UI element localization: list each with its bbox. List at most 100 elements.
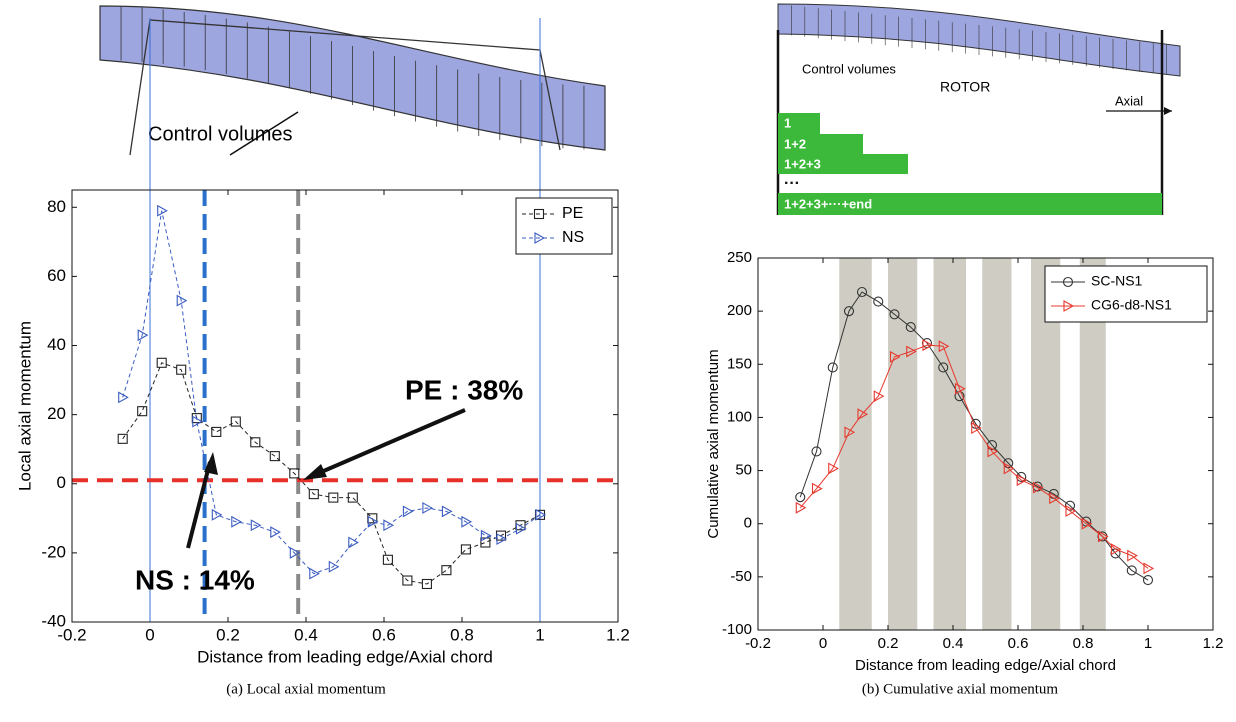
marker [250, 519, 262, 532]
control-volume-lines [777, 4, 1181, 76]
marker [117, 433, 128, 444]
marker [1143, 562, 1155, 575]
series-line [122, 210, 541, 575]
x-tick-label: 1 [1144, 635, 1152, 652]
y-tick-label: 80 [47, 197, 66, 216]
x-tick-label: 0.4 [943, 635, 964, 652]
sum-label: 1+2+3 [784, 156, 821, 171]
x-tick-label: 0.6 [1008, 635, 1029, 652]
marker [922, 339, 934, 352]
caption: (b) Cumulative axial momentum [862, 681, 1059, 697]
y-tick-label: 0 [57, 473, 66, 492]
diagram-label: Control volumes [148, 123, 293, 145]
sum-bar [778, 134, 863, 154]
sum-bar [778, 154, 908, 174]
x-tick-label: -0.2 [57, 625, 86, 644]
pointer [229, 111, 299, 156]
marker [1016, 474, 1028, 487]
marker [811, 446, 822, 457]
x-tick-label: 0.8 [1073, 635, 1094, 652]
y-tick-label: -100 [722, 621, 752, 638]
marker [1049, 492, 1060, 505]
marker [1003, 462, 1015, 475]
right-diagram: Control volumes ROTOR Axial 1 1+2 1+2+3 … [776, 3, 1181, 215]
sum-label: 1 [784, 115, 791, 130]
marker [192, 415, 203, 428]
shaded-band [933, 258, 966, 630]
x-tick-label: 1 [535, 625, 544, 644]
marker [441, 565, 452, 576]
legend-box [515, 197, 613, 255]
x-axis-label: Distance from leading edge/Axial chord [197, 647, 493, 666]
marker [269, 451, 280, 462]
y-tick-label: 100 [727, 408, 752, 425]
series-line [122, 362, 541, 585]
x-tick-label: 1.2 [606, 625, 630, 644]
marker [250, 437, 261, 448]
x-tick-label: 0 [819, 635, 827, 652]
marker [1032, 481, 1044, 494]
marker [889, 350, 901, 363]
legend-label: NS [562, 229, 584, 246]
left-diagram: Control volumes [99, 5, 606, 156]
marker [1142, 574, 1154, 586]
diagram-label: Axial [1115, 93, 1143, 108]
marker [795, 492, 806, 503]
y-tick-label: 250 [727, 249, 752, 266]
marker [1127, 549, 1138, 562]
marker [906, 345, 917, 358]
x-tick-label: 0 [145, 625, 154, 644]
marker [905, 322, 916, 333]
annotation-arrowhead [303, 464, 327, 480]
marker [1110, 543, 1122, 556]
plot-frame [757, 257, 1214, 631]
marker [231, 515, 242, 528]
shaded-band [888, 258, 918, 630]
series-line [799, 344, 1149, 569]
annotation-arrow [311, 408, 466, 478]
marker [348, 536, 359, 549]
marker [118, 391, 129, 404]
legend-label: PE [562, 205, 583, 222]
y-axis-label: Local axial momentum [15, 321, 34, 491]
y-tick-label: 50 [735, 462, 752, 479]
x-tick-label: -0.2 [745, 635, 771, 652]
marker [873, 390, 885, 403]
marker [827, 362, 838, 373]
legend-label: SC-NS1 [1091, 273, 1143, 289]
x-axis-label: Distance from leading edge/Axial chord [855, 657, 1116, 674]
y-tick-label: 0 [744, 515, 752, 532]
marker [422, 502, 434, 514]
marker [367, 515, 379, 528]
marker [421, 578, 432, 590]
x-tick-label: 0.4 [294, 625, 318, 644]
x-tick-label: 1.2 [1203, 635, 1224, 652]
annotation-arrowhead [204, 452, 218, 475]
marker [938, 362, 949, 373]
marker [211, 426, 222, 437]
marker [309, 567, 320, 580]
diagram-label: Control volumes [802, 61, 896, 76]
marker [1062, 276, 1074, 288]
sum-bar [778, 113, 820, 134]
marker [496, 533, 508, 545]
legend-box [1044, 265, 1208, 323]
marker [938, 340, 950, 353]
marker [347, 492, 358, 503]
caption: (a) Local axial momentum [226, 681, 386, 697]
marker [211, 508, 223, 521]
y-tick-label: 40 [47, 335, 66, 354]
axial-arrowhead [1164, 107, 1172, 115]
x-tick-label: 0.8 [450, 625, 474, 644]
marker [795, 501, 807, 514]
series-line [799, 291, 1149, 581]
marker [1065, 505, 1077, 517]
marker [843, 306, 855, 317]
sum-bar [778, 193, 1162, 215]
marker [137, 329, 149, 342]
marker [460, 544, 471, 555]
marker [382, 554, 393, 565]
plot-area [72, 190, 618, 622]
plot-frame [71, 189, 619, 623]
